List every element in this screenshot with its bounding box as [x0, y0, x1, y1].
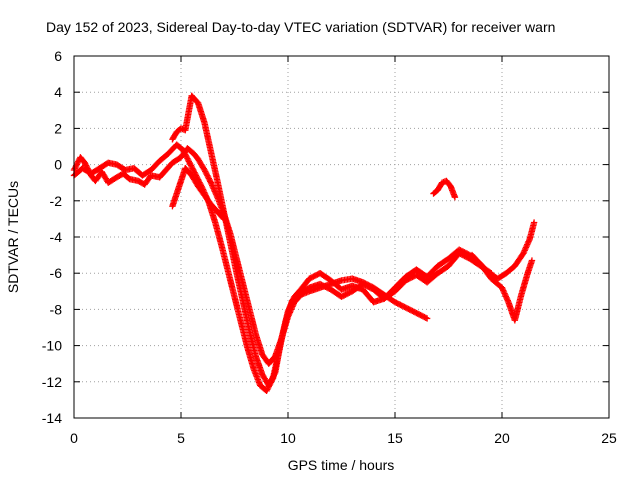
trace-b-point	[182, 151, 189, 158]
trace-b-point	[182, 152, 190, 159]
trace-c-point	[271, 370, 278, 378]
y-tick-label: 0	[54, 157, 62, 173]
trace-f-point	[219, 214, 227, 222]
y-tick-label: -4	[50, 229, 63, 245]
trace-c-point	[265, 382, 272, 389]
trace-a-point	[202, 169, 210, 177]
y-tick-label: 6	[54, 48, 62, 64]
y-tick-label: -8	[50, 301, 63, 317]
trace-b-point	[191, 169, 198, 176]
trace-b-point	[187, 160, 194, 168]
y-tick-label: -12	[42, 374, 62, 390]
trace-a-point	[201, 166, 208, 174]
y-tick-label: -6	[50, 265, 63, 281]
trace-a-point	[204, 173, 212, 181]
x-tick-label: 20	[494, 430, 510, 446]
data-points	[70, 92, 538, 395]
trace-c-point	[270, 372, 277, 379]
trace-b-point	[184, 155, 191, 162]
x-tick-label: 10	[280, 430, 296, 446]
trace-a-point	[207, 178, 214, 185]
trace-a-point	[75, 158, 82, 165]
chart-title: Day 152 of 2023, Sidereal Day-to-day VTE…	[46, 19, 555, 35]
trace-a-point	[206, 176, 213, 184]
y-tick-label: -2	[50, 193, 63, 209]
trace-a-point	[72, 164, 79, 171]
trace-c-point	[266, 380, 273, 388]
trace-a-point	[71, 165, 78, 172]
trace-a-point	[204, 172, 211, 179]
y-axis-label: SDTVAR / TECUs	[5, 181, 21, 293]
trace-b-point	[186, 159, 193, 166]
x-tick-label: 0	[70, 430, 78, 446]
trace-b-point	[189, 165, 196, 172]
plot-frame	[73, 55, 610, 419]
trace-c-point	[266, 379, 274, 386]
trace-a-point	[422, 314, 429, 321]
trace-c-point	[268, 376, 275, 383]
trace-b-point	[190, 168, 198, 175]
trace-b-point	[264, 386, 271, 393]
trace-b-point	[189, 166, 197, 174]
y-tick-label: 4	[54, 84, 62, 100]
trace-b-point	[263, 387, 270, 395]
trace-c-point	[269, 373, 277, 381]
y-tick-label: -14	[42, 410, 62, 426]
trace-a-point	[202, 168, 209, 175]
trace-b-point	[179, 146, 187, 154]
trace-b-point	[184, 156, 192, 164]
y-tick-label: -10	[42, 338, 62, 354]
x-axis-label: GPS time / hours	[288, 457, 395, 473]
trace-a-point	[82, 160, 89, 168]
trace-a-point	[74, 159, 81, 167]
trace-c-point	[269, 375, 276, 382]
x-tick-label: 15	[387, 430, 403, 446]
trace-b-point	[183, 153, 190, 161]
trace-c-point	[528, 257, 536, 264]
y-tick-label: 2	[54, 120, 62, 136]
trace-f-point	[220, 215, 227, 223]
axis-ticks: 0 5 10 15 20 25 -14 -12 -10 -8 -6 -4 -2 0 2 4 6	[42, 48, 617, 446]
gridlines	[74, 56, 609, 418]
trace-c-point	[267, 377, 275, 385]
trace-a-point	[203, 171, 210, 178]
trace-e-point	[451, 193, 459, 201]
trace-a-point	[73, 161, 81, 168]
trace-d-point	[530, 219, 538, 226]
trace-b-point	[187, 162, 195, 169]
trace-a-point	[81, 159, 88, 166]
trace-b-point	[185, 158, 193, 165]
trace-a-point	[423, 315, 431, 322]
trace-b-point	[188, 163, 195, 171]
x-tick-label: 5	[177, 430, 185, 446]
trace-a-point	[205, 175, 213, 182]
trace-b-point	[181, 149, 188, 157]
x-tick-label: 25	[601, 430, 617, 446]
trace-b-point	[180, 148, 188, 155]
